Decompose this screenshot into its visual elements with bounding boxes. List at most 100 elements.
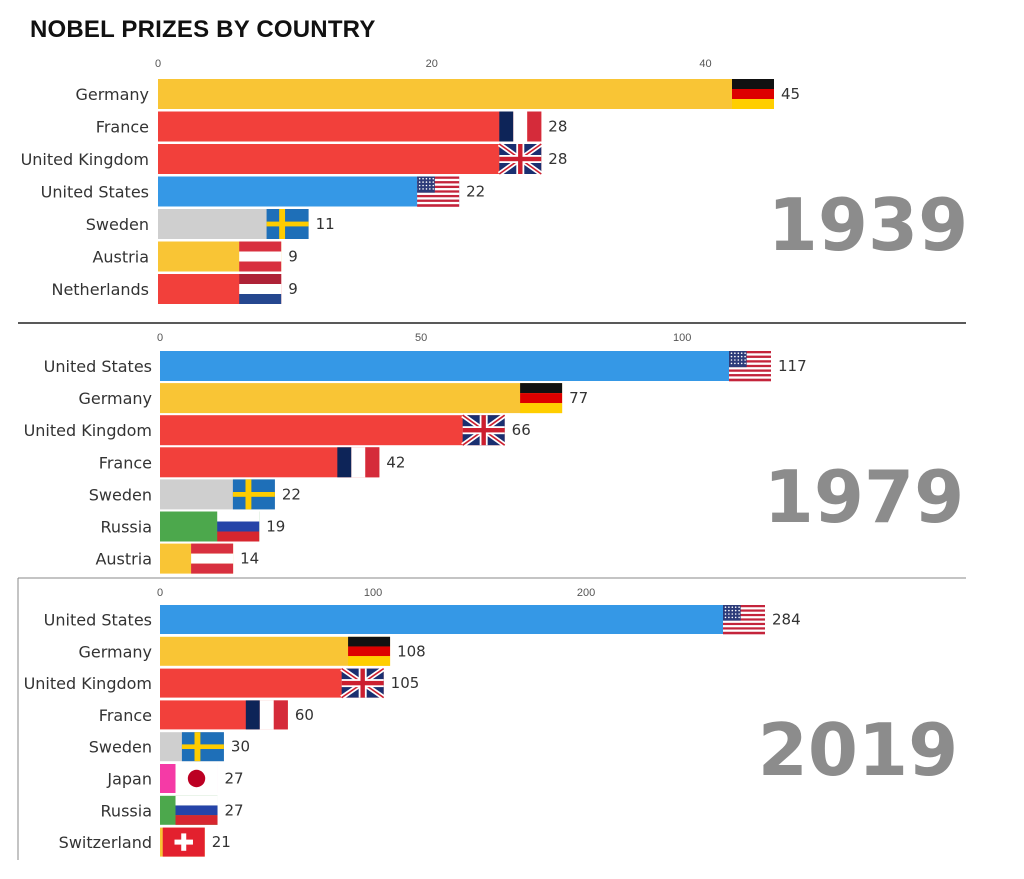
category-label: United Kingdom [24, 421, 152, 440]
value-label: 27 [225, 801, 244, 819]
bar-row: Germany 108 [78, 636, 426, 666]
category-label: Japan [106, 770, 152, 789]
value-label: 117 [778, 357, 807, 375]
russia-flag [175, 795, 218, 825]
us-flag [723, 605, 765, 635]
chart-panel-1979: 0 50 100 United States 117 Germany 77 United Ki… [24, 332, 964, 574]
value-label: 19 [266, 518, 285, 536]
value-label: 28 [548, 150, 567, 168]
bar-row: Russia 19 [101, 511, 285, 542]
germany-flag [520, 383, 563, 414]
bar-row: United Kingdom 66 [24, 413, 531, 448]
us-flag [729, 351, 771, 382]
uk-flag [340, 666, 386, 700]
year-label: 1939 [768, 183, 968, 267]
value-label: 284 [772, 611, 801, 629]
sweden-flag [266, 209, 309, 239]
bar-row: United Kingdom 105 [24, 666, 420, 700]
france-flag [245, 700, 288, 730]
france-flag [499, 111, 542, 142]
category-label: Germany [75, 85, 149, 104]
category-label: Russia [101, 801, 152, 820]
bar-row: United States 117 [44, 351, 807, 382]
bar [160, 415, 505, 446]
bar-row: Russia 27 [101, 795, 244, 825]
category-label: Russia [101, 518, 152, 537]
value-label: 42 [386, 453, 405, 471]
category-label: Austria [95, 550, 152, 569]
uk-flag [461, 413, 507, 448]
category-label: France [99, 706, 152, 725]
bar-row: France 28 [96, 111, 567, 142]
bar-row: Netherlands 9 [51, 274, 298, 304]
austria-flag [191, 543, 234, 574]
bar-row: Japan 27 [106, 764, 244, 793]
value-label: 21 [212, 833, 231, 851]
bar [158, 144, 542, 174]
category-label: Sweden [89, 485, 152, 504]
category-label: United States [44, 357, 152, 376]
value-label: 9 [288, 280, 298, 298]
year-label: 1979 [764, 455, 964, 539]
bar [160, 383, 563, 414]
value-label: 66 [512, 421, 531, 439]
japan-flag [175, 764, 218, 793]
x-tick-label: 0 [157, 587, 163, 599]
value-label: 77 [569, 389, 588, 407]
value-label: 45 [781, 85, 800, 103]
bar-row: Germany 77 [78, 383, 588, 414]
x-tick-label: 20 [426, 58, 438, 70]
sweden-flag [181, 732, 224, 762]
category-label: Germany [78, 642, 152, 661]
russia-flag [217, 511, 260, 542]
bar-row: Sweden 22 [89, 479, 301, 510]
bar [158, 111, 542, 142]
x-tick-label: 100 [364, 587, 382, 599]
x-tick-label: 200 [577, 587, 595, 599]
category-label: France [96, 118, 149, 137]
uk-flag [497, 141, 543, 177]
x-tick-label: 40 [699, 58, 711, 70]
austria-flag [239, 241, 282, 272]
category-label: United States [44, 611, 152, 630]
x-tick-label: 100 [673, 332, 691, 344]
bar-row: United Kingdom 28 [21, 141, 567, 177]
bar-row: France 42 [99, 447, 405, 478]
category-label: United Kingdom [24, 674, 152, 693]
category-label: Sweden [89, 738, 152, 757]
value-label: 11 [316, 215, 335, 233]
bar [158, 176, 460, 207]
france-flag [337, 447, 380, 478]
category-label: Sweden [86, 215, 149, 234]
chart-panel-2019: 0 100 200 United States 284 Germany 108 United … [24, 587, 958, 857]
netherlands-flag [239, 274, 282, 304]
category-label: France [99, 453, 152, 472]
bar-row: France 60 [99, 700, 314, 730]
germany-flag [732, 79, 774, 109]
value-label: 105 [391, 674, 420, 692]
year-label: 2019 [758, 708, 958, 792]
bar-row: Sweden 11 [86, 209, 335, 239]
category-label: Netherlands [51, 280, 149, 299]
value-label: 27 [225, 770, 244, 788]
category-label: United States [41, 183, 149, 202]
category-label: United Kingdom [21, 150, 149, 169]
value-label: 22 [466, 183, 485, 201]
category-label: Switzerland [59, 833, 152, 852]
us-flag [417, 176, 460, 207]
sweden-flag [232, 479, 275, 510]
bar-row: Switzerland 21 [59, 827, 231, 857]
germany-flag [348, 636, 391, 666]
x-tick-label: 0 [155, 58, 161, 70]
bar-row: Sweden 30 [89, 732, 250, 762]
bar-row: United States 284 [44, 605, 801, 635]
value-label: 9 [288, 248, 298, 266]
bar-row: Germany 45 [75, 79, 800, 109]
bar [160, 605, 765, 634]
value-label: 108 [397, 642, 426, 660]
category-label: Austria [92, 248, 149, 267]
value-label: 28 [548, 118, 567, 136]
value-label: 30 [231, 738, 250, 756]
